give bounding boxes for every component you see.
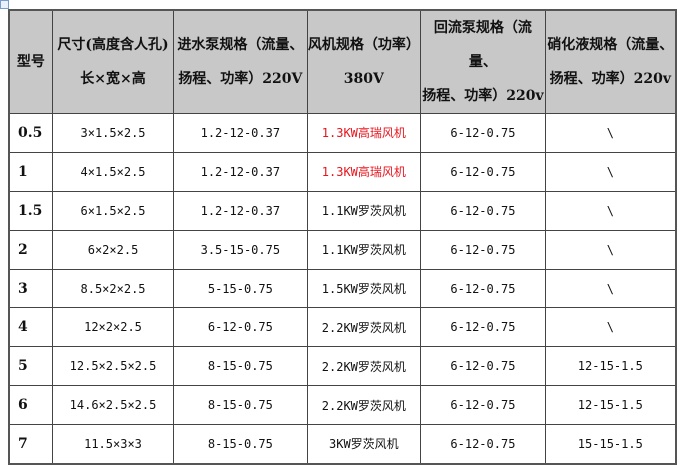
cell-size: 8.5×2×2.5 [51,268,175,309]
cell-inlet-pump: 5-15-0.75 [173,268,308,309]
cell-inlet-pump: 1.2-12-0.37 [173,190,308,231]
table-row: 0.5 3×1.5×2.5 1.2-12-0.37 1.3KW高瑞风机 6-12-0.7… [8,113,677,153]
table-row: 7 11.5×3×3 8-15-0.75 3KW罗茨风机 6-12-0.75 15-15-… [8,424,677,465]
cell-fan: 2.2KW罗茨风机 [306,385,422,426]
cell-size: 12×2×2.5 [51,307,175,348]
table-row: 2 6×2×2.5 3.5-15-0.75 1.1KW罗茨风机 6-12-0.75 \ [8,229,677,270]
cell-reflux-pump: 6-12-0.75 [420,346,546,387]
cell-nitrification: \ [544,229,677,270]
cell-model: 7 [8,424,53,465]
cell-nitrification: 15-15-1.5 [544,424,677,465]
cell-size: 6×1.5×2.5 [51,190,175,231]
cell-model: 6 [8,385,53,426]
cell-reflux-pump: 6-12-0.75 [420,190,546,231]
header-inlet-pump: 进水泵规格（流量、 扬程、功率）220V [173,9,308,114]
header-row: 型号 尺寸(高度含人孔) 长×宽×高 进水泵规格（流量、 扬程、功率）220V 风机… [8,9,677,114]
cell-reflux-pump: 6-12-0.75 [420,424,546,465]
cell-nitrification: 12-15-1.5 [544,385,677,426]
cell-reflux-pump: 6-12-0.75 [420,151,546,192]
cell-inlet-pump: 8-15-0.75 [173,346,308,387]
table-anchor-handle[interactable] [0,0,9,9]
table-row: 1 4×1.5×2.5 1.2-12-0.37 1.3KW高瑞风机 6-12-0.75 \ [8,151,677,192]
header-size: 尺寸(高度含人孔) 长×宽×高 [51,9,175,114]
cell-size: 4×1.5×2.5 [51,151,175,192]
cell-fan: 3KW罗茨风机 [306,424,422,465]
cell-size: 6×2×2.5 [51,229,175,270]
cell-fan: 1.3KW高瑞风机 [306,113,422,153]
header-model: 型号 [8,9,53,114]
cell-inlet-pump: 1.2-12-0.37 [173,113,308,153]
spec-table: 型号 尺寸(高度含人孔) 长×宽×高 进水泵规格（流量、 扬程、功率）220V 风机… [8,9,677,465]
cell-model: 2 [8,229,53,270]
cell-fan: 1.3KW高瑞风机 [306,151,422,192]
cell-inlet-pump: 1.2-12-0.37 [173,151,308,192]
cell-model: 4 [8,307,53,348]
cell-fan: 1.1KW罗茨风机 [306,190,422,231]
cell-reflux-pump: 6-12-0.75 [420,113,546,153]
cell-model: 1 [8,151,53,192]
cell-model: 5 [8,346,53,387]
header-fan: 风机规格（功率） 380V [306,9,422,114]
header-nitrification: 硝化液规格（流量、 扬程、功率）220v [544,9,677,114]
cell-model: 0.5 [8,113,53,153]
cell-inlet-pump: 8-15-0.75 [173,385,308,426]
cell-reflux-pump: 6-12-0.75 [420,229,546,270]
cell-fan: 1.5KW罗茨风机 [306,268,422,309]
table-row: 5 12.5×2.5×2.5 8-15-0.75 2.2KW罗茨风机 6-12-0.75… [8,346,677,387]
cell-model: 3 [8,268,53,309]
cell-nitrification: \ [544,307,677,348]
cell-fan: 2.2KW罗茨风机 [306,346,422,387]
cell-size: 12.5×2.5×2.5 [51,346,175,387]
table-row: 4 12×2×2.5 6-12-0.75 2.2KW罗茨风机 6-12-0.75 \ [8,307,677,348]
cell-inlet-pump: 6-12-0.75 [173,307,308,348]
cell-nitrification: \ [544,268,677,309]
cell-inlet-pump: 8-15-0.75 [173,424,308,465]
cell-reflux-pump: 6-12-0.75 [420,307,546,348]
cell-model: 1.5 [8,190,53,231]
cell-reflux-pump: 6-12-0.75 [420,385,546,426]
cell-nitrification: 12-15-1.5 [544,346,677,387]
cell-nitrification: \ [544,190,677,231]
cell-fan: 1.1KW罗茨风机 [306,229,422,270]
table-row: 6 14.6×2.5×2.5 8-15-0.75 2.2KW罗茨风机 6-12-0.75… [8,385,677,426]
cell-size: 11.5×3×3 [51,424,175,465]
table-row: 3 8.5×2×2.5 5-15-0.75 1.5KW罗茨风机 6-12-0.75 \ [8,268,677,309]
cell-nitrification: \ [544,113,677,153]
cell-size: 14.6×2.5×2.5 [51,385,175,426]
header-reflux-pump: 回流泵规格（流量、 扬程、功率）220v [420,9,546,114]
cell-nitrification: \ [544,151,677,192]
cell-size: 3×1.5×2.5 [51,113,175,153]
cell-inlet-pump: 3.5-15-0.75 [173,229,308,270]
table-row: 1.5 6×1.5×2.5 1.2-12-0.37 1.1KW罗茨风机 6-12-0.7… [8,190,677,231]
cell-reflux-pump: 6-12-0.75 [420,268,546,309]
cell-fan: 2.2KW罗茨风机 [306,307,422,348]
